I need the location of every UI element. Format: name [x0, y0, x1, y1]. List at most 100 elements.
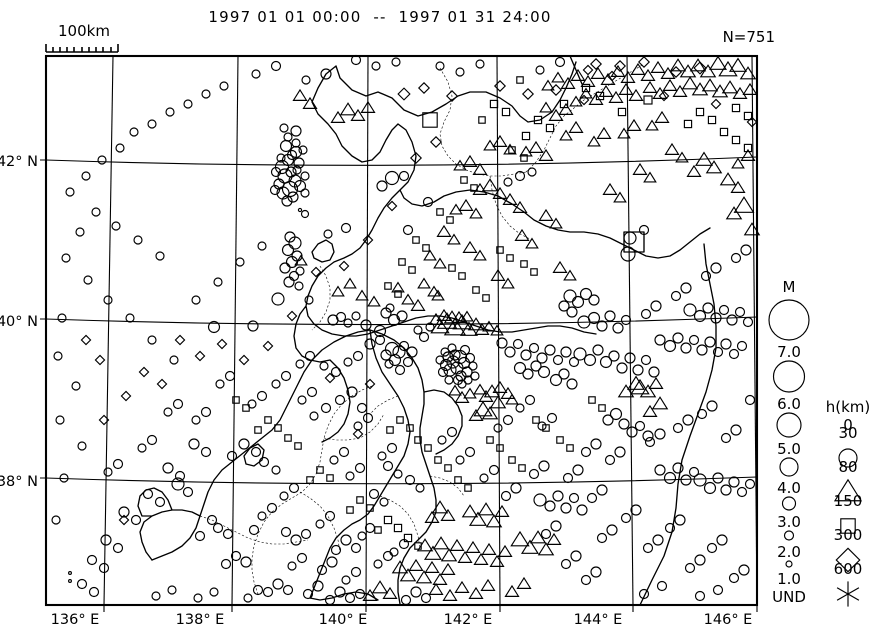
event-circle: [304, 350, 316, 362]
event-triangle: [350, 108, 366, 121]
event-triangle: [504, 584, 520, 597]
depth-legend: h(km)030 80 150 300 600: [826, 398, 870, 607]
event-triangle: [587, 135, 601, 147]
event-triangle: [718, 60, 738, 77]
event-circle: [563, 289, 577, 303]
event-triangle: [505, 393, 519, 405]
event-triangle: [725, 206, 743, 220]
event-diamond: [238, 354, 250, 366]
event-triangle: [669, 58, 687, 72]
event-circle: [280, 526, 292, 538]
event-diamond: [386, 200, 398, 212]
event-triangle: [431, 289, 445, 301]
event-triangle: [343, 277, 357, 289]
event-circle: [536, 352, 548, 364]
event-square: [406, 424, 414, 432]
event-circle: [694, 590, 706, 602]
event-circle: [552, 490, 564, 502]
longitude-tick-label: 140° E: [319, 612, 368, 628]
event-square: [598, 404, 606, 412]
event-triangle: [570, 68, 586, 81]
event-triangle: [632, 162, 648, 175]
event-triangle: [430, 317, 450, 334]
event-circle: [206, 514, 218, 526]
event-circle: [522, 368, 534, 380]
event-circle: [418, 331, 430, 343]
event-diamond: [364, 378, 376, 390]
event-triangle: [497, 544, 513, 557]
event-circle: [688, 334, 700, 346]
event-square: [643, 95, 653, 105]
event-square: [545, 123, 555, 133]
event-triangle: [440, 548, 458, 562]
event-diamond: [710, 98, 722, 110]
event-triangle: [468, 408, 484, 421]
event-circle: [379, 497, 389, 507]
event-triangle: [494, 504, 510, 517]
event-circle: [345, 471, 355, 481]
event-triangle: [730, 180, 746, 193]
event-circle: [118, 506, 130, 518]
event-circle: [262, 586, 274, 598]
event-triangle: [705, 160, 723, 174]
event-circle: [304, 295, 314, 305]
event-triangle: [489, 554, 505, 567]
latitude-tick-label: 38° N: [0, 474, 38, 490]
event-square: [414, 542, 422, 550]
event-circle: [326, 556, 338, 568]
event-diamond: [174, 334, 186, 346]
event-circle: [680, 474, 692, 486]
event-triangle: [451, 310, 467, 323]
event-circle: [300, 209, 310, 219]
event-triangle: [733, 196, 755, 213]
event-circle: [720, 484, 732, 496]
event-triangle: [675, 151, 689, 163]
event-circle: [283, 276, 295, 288]
event-circle: [324, 510, 336, 522]
event-circle: [364, 522, 376, 534]
event-circle: [344, 592, 356, 604]
magnitude-legend-label: 4.0: [777, 479, 801, 497]
event-triangle: [431, 500, 449, 514]
event-circle: [742, 316, 754, 328]
event-circle: [680, 282, 692, 294]
event-circle: [276, 153, 286, 163]
event-circle: [396, 310, 408, 322]
event-triangle: [642, 404, 658, 417]
event-circle: [112, 542, 124, 554]
event-triangle: [548, 108, 564, 121]
event-circle: [137, 443, 147, 453]
event-circle: [528, 342, 540, 354]
event-circle: [377, 451, 387, 461]
event-square: [414, 436, 422, 444]
event-circle: [573, 347, 587, 361]
event-square: [482, 294, 490, 302]
magnitude-legend-symbol: [779, 457, 799, 477]
event-circle: [512, 338, 524, 350]
event-circle: [300, 171, 310, 181]
event-circle: [696, 408, 708, 420]
event-circle: [540, 528, 552, 540]
event-diamond: [637, 55, 651, 69]
event-circle: [76, 578, 88, 590]
event-triangle: [449, 203, 463, 215]
event-diamond: [338, 260, 350, 272]
event-circle: [630, 504, 642, 516]
event-circle: [710, 262, 722, 274]
magnitude-legend-symbol: [785, 560, 793, 568]
event-circle: [188, 438, 200, 450]
event-square: [394, 290, 402, 298]
event-square: [356, 496, 364, 504]
event-circle: [362, 412, 374, 424]
event-circle: [350, 542, 362, 554]
event-triangle: [485, 514, 503, 528]
event-circle: [642, 430, 654, 442]
event-circle: [468, 361, 478, 371]
event-circle: [115, 143, 125, 153]
event-circle: [502, 414, 514, 426]
event-circle: [103, 295, 113, 305]
event-circle: [165, 107, 175, 117]
event-circle: [672, 332, 684, 344]
event-triangle: [598, 84, 614, 97]
event-circle: [271, 465, 281, 475]
